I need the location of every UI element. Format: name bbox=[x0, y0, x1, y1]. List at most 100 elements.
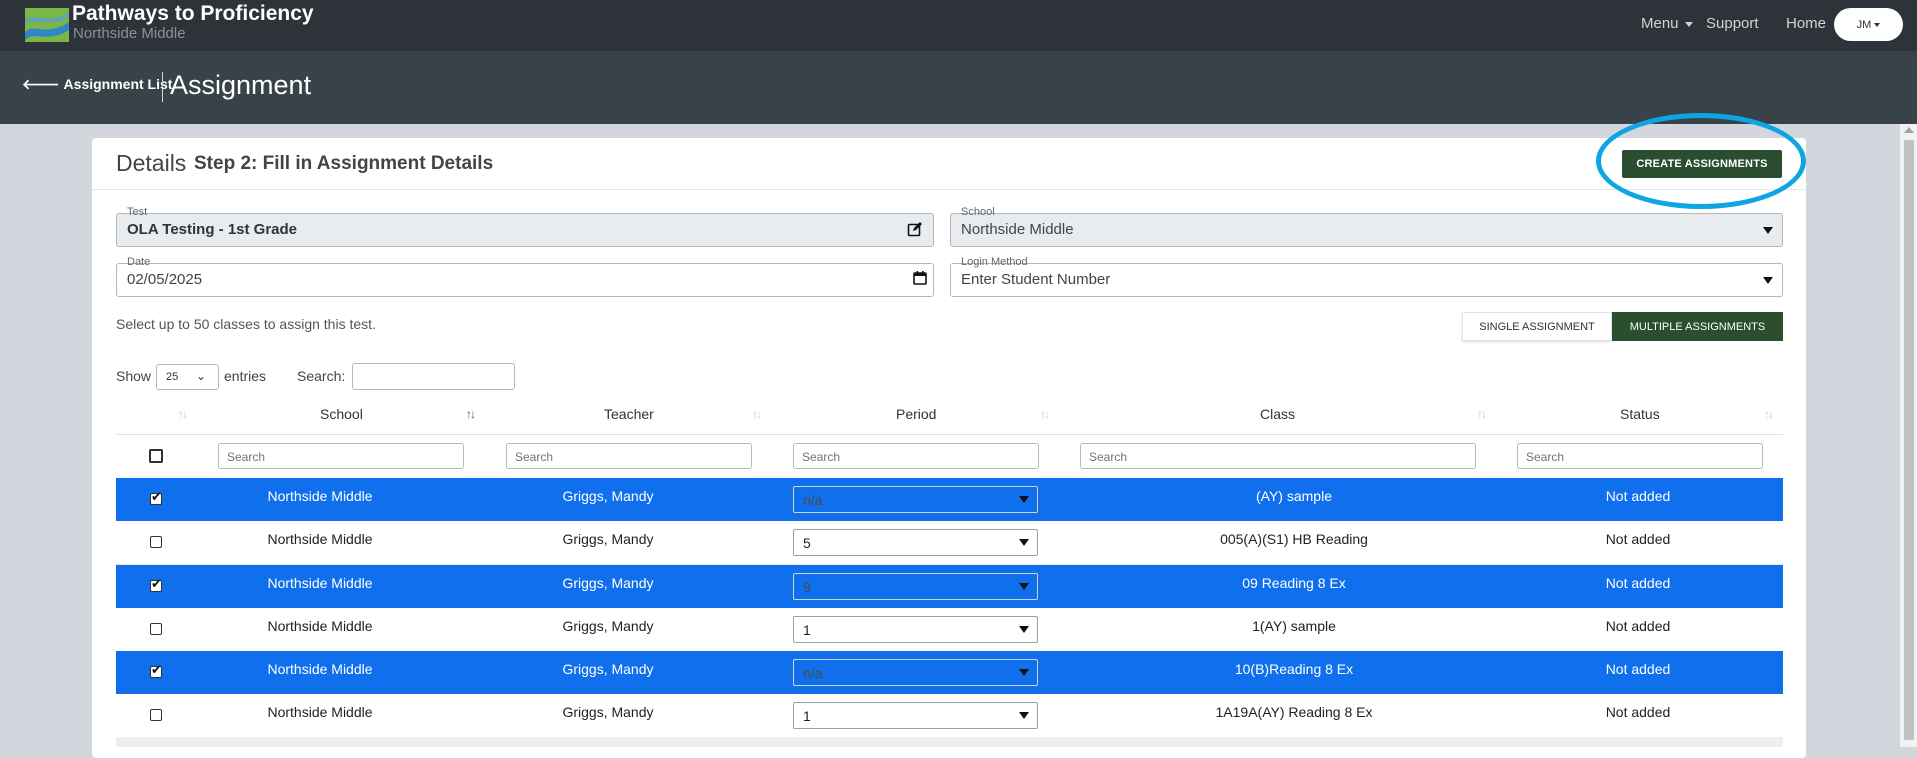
login-method-select[interactable] bbox=[950, 263, 1783, 297]
table-row[interactable]: Northside Middle Griggs, Mandy 9 09 Read… bbox=[116, 565, 1783, 608]
row-class: 1A19A(AY) Reading 8 Ex bbox=[1215, 704, 1373, 720]
nav-menu-label: Menu bbox=[1641, 15, 1679, 32]
period-select[interactable]: 9 bbox=[793, 573, 1038, 600]
select-arrow-icon bbox=[1019, 626, 1029, 633]
period-select-value: n/a bbox=[803, 492, 823, 508]
single-assignment-toggle[interactable]: SINGLE ASSIGNMENT bbox=[1462, 312, 1612, 341]
column-header-period[interactable]: Period bbox=[896, 406, 937, 422]
period-select-value: 1 bbox=[803, 622, 811, 638]
calendar-icon[interactable] bbox=[913, 271, 927, 285]
page-length-value: 25 bbox=[166, 371, 179, 383]
select-all-checkbox[interactable] bbox=[149, 449, 163, 463]
period-select[interactable]: 1 bbox=[793, 616, 1038, 643]
table-row[interactable]: Northside Middle Griggs, Mandy n/a (AY) … bbox=[116, 478, 1783, 521]
caret-down-icon bbox=[1684, 21, 1693, 27]
column-header-school[interactable]: School bbox=[320, 406, 363, 422]
period-select-value: n/a bbox=[803, 665, 823, 681]
pathways-logo-icon[interactable] bbox=[25, 8, 69, 42]
select-arrow-icon bbox=[1019, 712, 1029, 719]
period-column-search[interactable]: Search bbox=[793, 443, 1039, 469]
nav-home-link[interactable]: Home bbox=[1786, 15, 1827, 32]
table-row-partial bbox=[116, 737, 1783, 747]
date-field[interactable] bbox=[116, 263, 934, 297]
column-header-teacher[interactable]: Teacher bbox=[604, 406, 654, 422]
title-divider bbox=[162, 72, 163, 102]
table-search-input[interactable] bbox=[352, 363, 515, 390]
header-divider bbox=[116, 434, 1783, 435]
row-class: (AY) sample bbox=[1256, 488, 1332, 504]
column-header-class[interactable]: Class bbox=[1260, 406, 1296, 422]
select-arrow-icon bbox=[1019, 496, 1029, 503]
period-select-value: 5 bbox=[803, 535, 811, 551]
period-select[interactable]: n/a bbox=[793, 659, 1038, 686]
period-select[interactable]: 5 bbox=[793, 529, 1038, 556]
login-method-value: Enter Student Number bbox=[961, 271, 1111, 288]
row-teacher: Griggs, Mandy bbox=[562, 575, 654, 591]
edit-icon[interactable] bbox=[907, 221, 923, 237]
table-row[interactable]: Northside Middle Griggs, Mandy n/a 10(B)… bbox=[116, 651, 1783, 694]
table-search-label: Search: bbox=[297, 368, 346, 384]
row-checkbox[interactable] bbox=[150, 576, 162, 592]
table-row[interactable]: Northside Middle Griggs, Mandy 1 1(AY) s… bbox=[116, 608, 1783, 651]
user-menu-button[interactable]: JM bbox=[1834, 8, 1903, 41]
row-teacher: Griggs, Mandy bbox=[562, 704, 654, 720]
select-arrow-icon bbox=[1019, 539, 1029, 546]
entries-label: entries bbox=[224, 368, 267, 384]
sort-asc-icon[interactable]: ↑↓ bbox=[466, 407, 476, 421]
row-checkbox[interactable] bbox=[150, 709, 162, 721]
row-status: Not added bbox=[1605, 704, 1671, 720]
card-header-divider bbox=[92, 189, 1806, 190]
row-checkbox[interactable] bbox=[150, 489, 162, 505]
sort-icon[interactable]: ↑↓ bbox=[1040, 407, 1050, 421]
sort-icon[interactable]: ↑↓ bbox=[1764, 407, 1774, 421]
test-field[interactable] bbox=[116, 213, 934, 247]
arrow-left-icon: 🡐 bbox=[22, 76, 60, 92]
nav-menu-dropdown[interactable]: Menu bbox=[1641, 15, 1693, 32]
row-status: Not added bbox=[1605, 575, 1671, 591]
row-status: Not added bbox=[1605, 618, 1671, 634]
row-status: Not added bbox=[1605, 488, 1671, 504]
period-select[interactable]: n/a bbox=[793, 486, 1038, 513]
top-navbar bbox=[0, 0, 1917, 51]
caret-down-icon bbox=[1874, 22, 1881, 27]
select-arrow-icon bbox=[1019, 583, 1029, 590]
status-column-search[interactable]: Search bbox=[1517, 443, 1763, 469]
select-arrow-icon bbox=[1019, 669, 1029, 676]
school-column-search[interactable]: Search bbox=[218, 443, 464, 469]
sort-icon[interactable]: ↑↓ bbox=[752, 407, 762, 421]
row-status: Not added bbox=[1605, 531, 1671, 547]
back-link-label: Assignment List bbox=[63, 76, 173, 92]
user-initials: JM bbox=[1856, 18, 1872, 31]
brand-title[interactable]: Pathways to Proficiency bbox=[72, 2, 314, 25]
back-to-assignment-list-link[interactable]: 🡐 Assignment List bbox=[22, 76, 172, 93]
row-teacher: Griggs, Mandy bbox=[562, 488, 654, 504]
table-row[interactable]: Northside Middle Griggs, Mandy 5 005(A)(… bbox=[116, 521, 1783, 564]
helper-text: Select up to 50 classes to assign this t… bbox=[116, 316, 376, 332]
column-header-status[interactable]: Status bbox=[1620, 406, 1660, 422]
multiple-assignments-toggle[interactable]: MULTIPLE ASSIGNMENTS bbox=[1612, 312, 1783, 341]
row-divider bbox=[116, 564, 1783, 565]
scroll-up-arrow-icon[interactable] bbox=[1904, 127, 1914, 133]
scrollbar-thumb[interactable] bbox=[1904, 140, 1914, 740]
card-title: Details bbox=[116, 150, 187, 176]
period-select-value: 9 bbox=[803, 579, 811, 595]
row-school: Northside Middle bbox=[267, 704, 373, 720]
row-checkbox[interactable] bbox=[150, 662, 162, 678]
row-teacher: Griggs, Mandy bbox=[562, 661, 654, 677]
sort-icon[interactable]: ↑↓ bbox=[1477, 407, 1487, 421]
row-checkbox[interactable] bbox=[150, 536, 162, 548]
date-field-value: 02/05/2025 bbox=[127, 271, 203, 288]
row-status: Not added bbox=[1605, 661, 1671, 677]
class-column-search[interactable]: Search bbox=[1080, 443, 1476, 469]
select-arrow-icon bbox=[1763, 227, 1773, 234]
school-select[interactable] bbox=[950, 213, 1783, 247]
period-select[interactable]: 1 bbox=[793, 702, 1038, 729]
sort-icon[interactable]: ↑↓ bbox=[178, 407, 188, 421]
teacher-column-search[interactable]: Search bbox=[506, 443, 752, 469]
test-field-label: Test bbox=[127, 206, 148, 218]
school-select-value: Northside Middle bbox=[961, 221, 1074, 238]
table-row[interactable]: Northside Middle Griggs, Mandy 1 1A19A(A… bbox=[116, 694, 1783, 737]
nav-support-link[interactable]: Support bbox=[1706, 15, 1759, 32]
page-length-select[interactable]: 25 ⌄ bbox=[156, 364, 219, 390]
row-checkbox[interactable] bbox=[150, 623, 162, 635]
